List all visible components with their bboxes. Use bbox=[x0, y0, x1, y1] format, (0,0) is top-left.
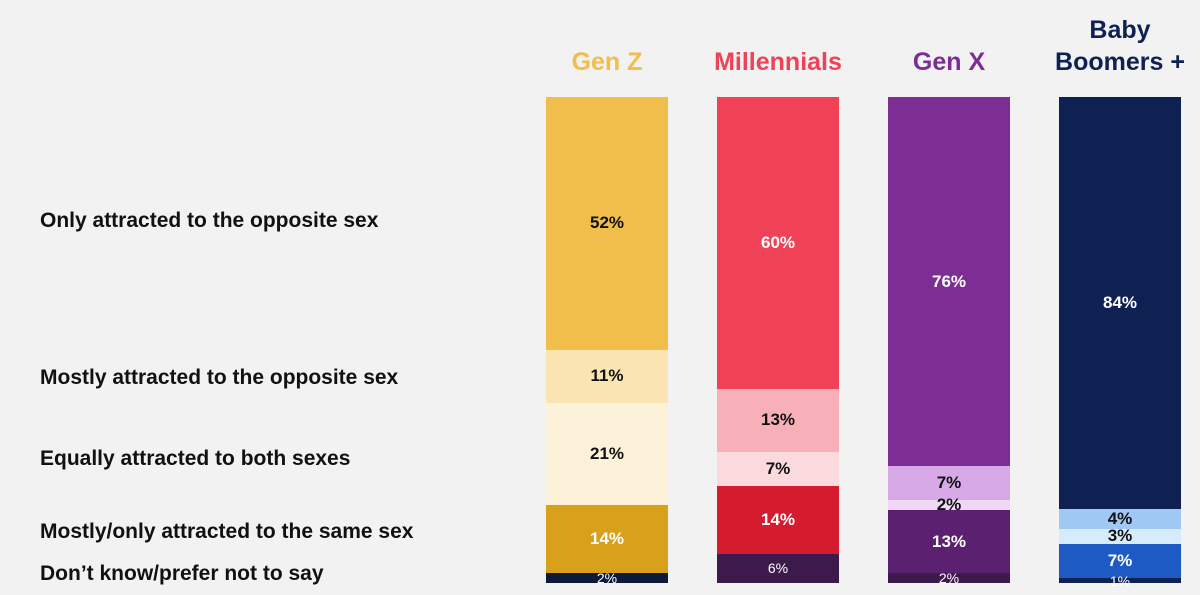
data-label: 11% bbox=[590, 366, 624, 386]
row-label-same-sex: Mostly/only attracted to the same sex bbox=[40, 520, 414, 543]
data-label: 60% bbox=[760, 232, 796, 252]
data-label: 21% bbox=[589, 444, 625, 464]
data-label: 4% bbox=[1107, 509, 1133, 529]
data-label: 84% bbox=[1102, 293, 1138, 313]
category-header-line: Gen X bbox=[912, 48, 986, 76]
bar-segment-only-attracted-to-the-opposite-sex bbox=[1059, 97, 1181, 510]
data-label: 14% bbox=[760, 509, 796, 529]
category-header-gen-z: Gen Z bbox=[516, 46, 698, 78]
bar-segment-mostly-only-attracted-to-the-same-sex bbox=[888, 510, 1010, 574]
data-label: 7% bbox=[936, 473, 962, 493]
category-header-gen-x: Gen X bbox=[858, 46, 1040, 78]
data-label: 1% bbox=[1109, 572, 1131, 589]
bar-baby-boomers: 84% 4% 3% 7% 1% bbox=[1059, 97, 1181, 589]
data-label: 2% bbox=[936, 495, 962, 515]
data-label: 76% bbox=[931, 271, 967, 291]
bar-segment-equally-attracted-to-both-sexes bbox=[888, 500, 1010, 511]
data-label: 7% bbox=[765, 458, 791, 478]
data-label: 2% bbox=[596, 570, 618, 587]
data-label: 3% bbox=[1107, 526, 1133, 546]
category-header-baby-boomers: Baby Boomers + bbox=[1029, 14, 1200, 78]
bar-segment-don-t-know-prefer-not-to-say bbox=[888, 573, 1010, 583]
category-header-millennials: Millennials bbox=[687, 46, 869, 78]
row-label-mostly-opposite: Mostly attracted to the opposite sex bbox=[40, 366, 399, 389]
category-header-line: Gen Z bbox=[571, 48, 643, 76]
category-header-line: Boomers + bbox=[1055, 48, 1185, 76]
bar-segment-only-attracted-to-the-opposite-sex bbox=[717, 97, 839, 389]
data-label: 52% bbox=[589, 213, 625, 233]
data-label: 13% bbox=[931, 531, 967, 551]
bar-segment-mostly-attracted-to-the-opposite-sex bbox=[1059, 509, 1181, 529]
data-label: 6% bbox=[767, 560, 789, 577]
bar-segment-only-attracted-to-the-opposite-sex bbox=[546, 97, 668, 350]
bar-segment-mostly-attracted-to-the-opposite-sex bbox=[888, 466, 1010, 501]
bar-segment-mostly-only-attracted-to-the-same-sex bbox=[546, 505, 668, 574]
bar-segment-mostly-only-attracted-to-the-same-sex bbox=[1059, 543, 1181, 579]
category-header-line: Millennials bbox=[714, 48, 842, 76]
bar-segment-don-t-know-prefer-not-to-say bbox=[717, 553, 839, 583]
bar-segment-equally-attracted-to-both-sexes bbox=[1059, 529, 1181, 544]
data-label: 2% bbox=[938, 570, 960, 587]
bar-segment-mostly-attracted-to-the-opposite-sex bbox=[546, 349, 668, 404]
bar-segment-equally-attracted-to-both-sexes bbox=[717, 451, 839, 486]
data-label: 7% bbox=[1107, 550, 1133, 570]
data-label: 13% bbox=[760, 410, 796, 430]
data-label: 14% bbox=[589, 529, 625, 549]
bar-segment-mostly-attracted-to-the-opposite-sex bbox=[717, 388, 839, 452]
row-label-only-opposite: Only attracted to the opposite sex bbox=[40, 209, 379, 232]
bar-gen-z: 52% 11% 21% 14% 2% bbox=[546, 97, 668, 587]
category-header-line: Baby bbox=[1089, 16, 1151, 44]
bar-segment-don-t-know-prefer-not-to-say bbox=[546, 573, 668, 583]
row-label-dont-know: Don’t know/prefer not to say bbox=[40, 562, 324, 585]
bar-segment-only-attracted-to-the-opposite-sex bbox=[888, 97, 1010, 467]
bar-segment-equally-attracted-to-both-sexes bbox=[546, 403, 668, 506]
bar-gen-x: 76% 7% 2% 13% 2% bbox=[888, 97, 1010, 587]
bar-segment-don-t-know-prefer-not-to-say bbox=[1059, 578, 1181, 583]
row-label-equally-both: Equally attracted to both sexes bbox=[40, 447, 351, 470]
bar-segment-mostly-only-attracted-to-the-same-sex bbox=[717, 485, 839, 554]
bar-millennials: 60% 13% 7% 14% 6% bbox=[717, 97, 839, 583]
